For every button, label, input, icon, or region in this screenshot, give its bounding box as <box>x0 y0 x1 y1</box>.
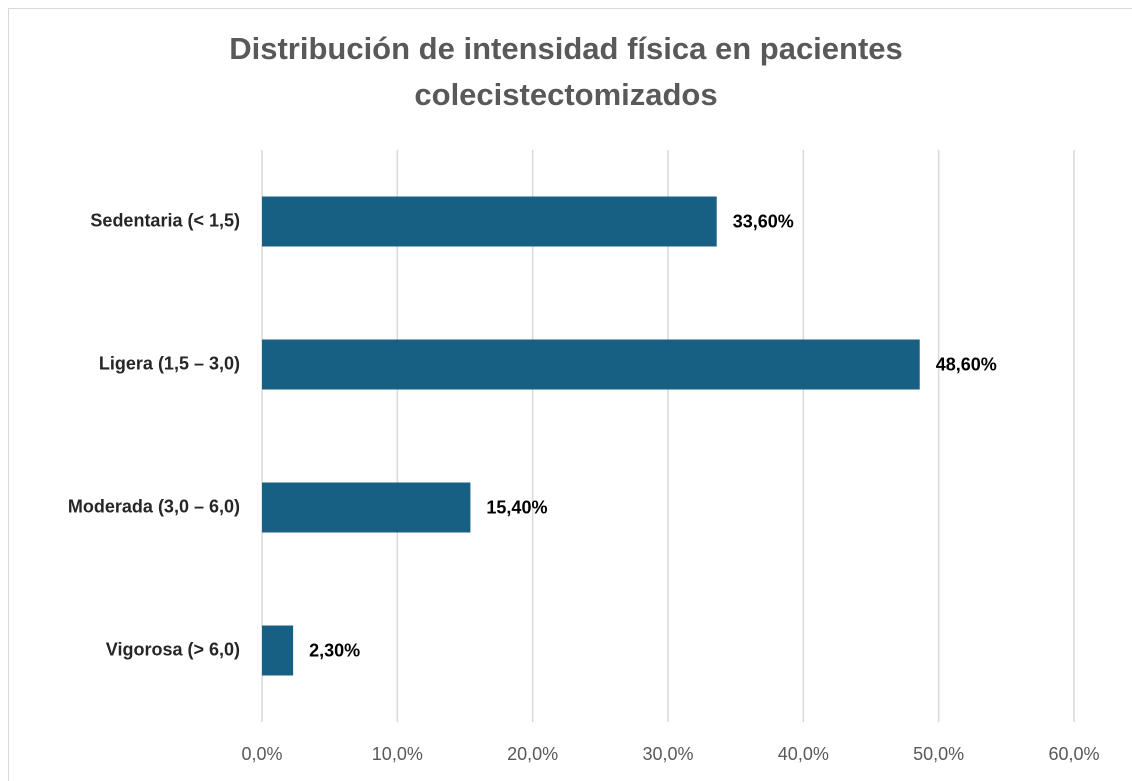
x-tick-label: 40,0% <box>778 744 829 764</box>
bar <box>262 196 717 247</box>
y-tick-label: Sedentaria (< 1,5) <box>90 210 240 230</box>
x-tick-label: 50,0% <box>913 744 964 764</box>
bar <box>262 482 471 533</box>
x-tick-label: 20,0% <box>507 744 558 764</box>
y-tick-label: Ligera (1,5 – 3,0) <box>99 353 240 373</box>
chart-border <box>8 8 1132 781</box>
chart-title: Distribución de intensidad física en pac… <box>229 31 903 112</box>
value-label: 15,40% <box>486 497 547 517</box>
x-tick-label: 10,0% <box>372 744 423 764</box>
x-tick-label: 0,0% <box>241 744 282 764</box>
bar <box>262 625 294 676</box>
y-tick-label: Moderada (3,0 – 6,0) <box>68 496 240 516</box>
y-tick-label: Vigorosa (> 6,0) <box>106 639 240 659</box>
value-label: 2,30% <box>309 640 360 660</box>
x-tick-label: 30,0% <box>642 744 693 764</box>
x-tick-label: 60,0% <box>1048 744 1099 764</box>
bar <box>262 339 920 390</box>
value-label: 48,60% <box>936 354 997 374</box>
value-label: 33,60% <box>733 211 794 231</box>
